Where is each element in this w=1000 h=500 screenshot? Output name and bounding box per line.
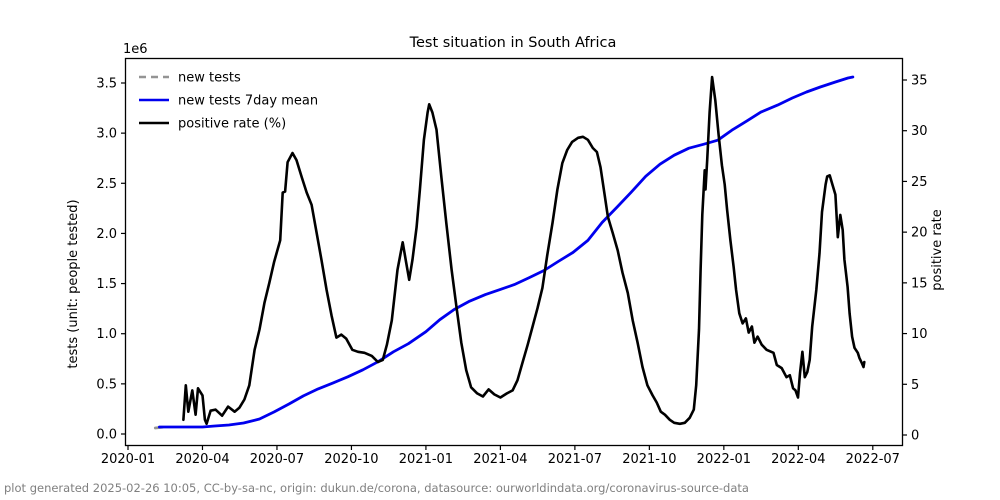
y-right-tick-label: 5 (911, 378, 919, 393)
y-right-tick-label: 10 (911, 327, 928, 342)
data-series (153, 75, 866, 430)
chart-canvas: Test situation in South Africa 1e6 tests… (66, 35, 945, 467)
y-left-tick-label: 2.0 (96, 227, 117, 242)
x-tick-label: 2021-04 (473, 452, 527, 467)
y-axis-offset-label: 1e6 (123, 42, 148, 57)
y-right-tick-label: 30 (911, 124, 928, 139)
plot-area-border (124, 57, 904, 447)
y-left-tick-label: 3.5 (96, 77, 117, 92)
y-left-tick-label: 0.0 (96, 428, 117, 443)
y-axis-ticks-left: 0.0 0.5 1.0 1.5 2.0 2.5 3.0 3.5 (96, 77, 126, 443)
footer-note: plot generated 2025-02-26 10:05, CC-by-s… (4, 481, 749, 495)
y-left-tick-label: 2.5 (96, 177, 117, 192)
y-right-tick-label: 20 (911, 226, 928, 241)
x-tick-label: 2021-10 (622, 452, 676, 467)
y-right-tick-label: 25 (911, 175, 928, 190)
chart-title: Test situation in South Africa (409, 35, 617, 51)
y-right-tick-label: 15 (911, 276, 928, 291)
x-tick-label: 2020-07 (250, 452, 304, 467)
legend-item-positive-rate-: positive rate (%) (139, 117, 286, 132)
y-right-tick-label: 0 (911, 429, 919, 444)
x-tick-label: 2021-01 (399, 452, 453, 467)
legend: new tests new tests 7day mean positive rat… (139, 71, 318, 132)
x-tick-label: 2022-07 (846, 452, 900, 467)
x-tick-label: 2022-01 (697, 452, 751, 467)
legend-item-new-tests: new tests (139, 71, 241, 86)
y-axis-ticks-right: 0 5 10 15 20 25 30 35 (902, 73, 928, 444)
x-tick-label: 2020-01 (101, 452, 155, 467)
series-line-positive-rate- (182, 75, 866, 426)
legend-item-new-tests-7day-mean: new tests 7day mean (139, 94, 318, 109)
x-tick-label: 2022-04 (771, 452, 825, 467)
y-axis-label-right: positive rate (930, 209, 945, 291)
legend-label: new tests 7day mean (178, 94, 318, 109)
y-right-tick-label: 35 (911, 73, 928, 88)
x-tick-label: 2020-04 (175, 452, 229, 467)
x-tick-label: 2020-10 (324, 452, 378, 467)
x-tick-label: 2021-07 (548, 452, 602, 467)
y-axis-label-left: tests (unit: people tested) (66, 199, 81, 368)
legend-label: new tests (178, 71, 241, 86)
series-line-new-tests-7day-mean (157, 75, 855, 429)
legend-label: positive rate (%) (178, 117, 286, 132)
y-left-tick-label: 3.0 (96, 127, 117, 142)
y-left-tick-label: 1.0 (96, 327, 117, 342)
x-axis-ticks: 2020-01 2020-04 2020-07 2020-10 2021-01 2021-… (101, 445, 900, 467)
y-left-tick-label: 1.5 (96, 277, 117, 292)
y-left-tick-label: 0.5 (96, 377, 117, 392)
